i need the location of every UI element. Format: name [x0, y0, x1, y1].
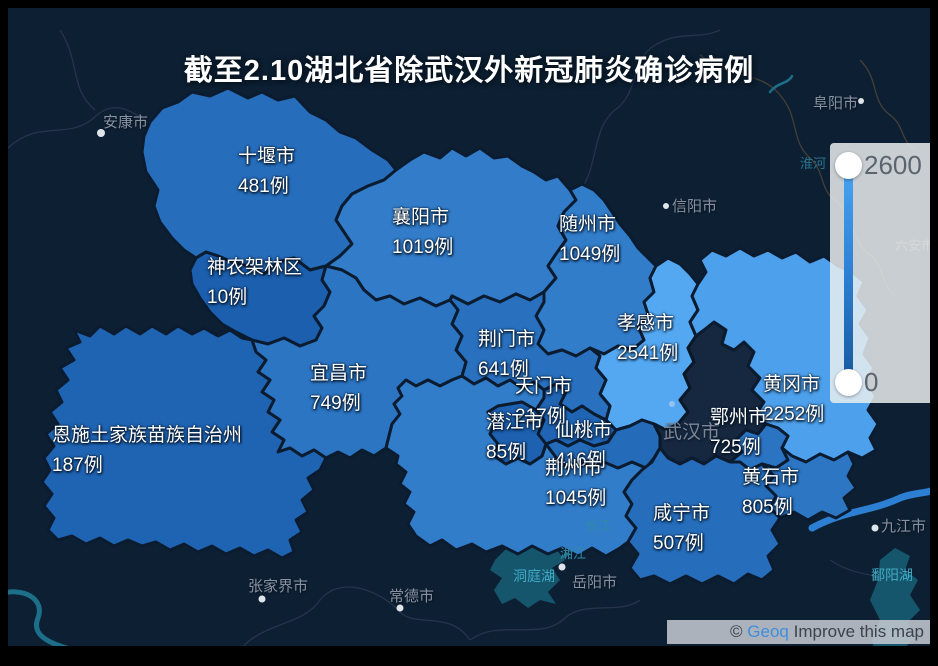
- region-cases: 481例: [238, 176, 289, 197]
- region-name: 随州市: [559, 214, 617, 235]
- copyright-symbol: ©: [730, 622, 743, 641]
- legend-min-label: 0: [864, 367, 879, 397]
- city-dot-yueyang: [558, 563, 566, 571]
- region-label-yichang: 宜昌市 749例: [310, 359, 367, 419]
- region-cases: 1045例: [545, 488, 607, 509]
- region-cases: 187例: [52, 455, 103, 476]
- region-name: 襄阳市: [392, 207, 450, 228]
- region-qianjiang[interactable]: [486, 400, 548, 466]
- hubei-regions: [40, 86, 880, 586]
- legend-gradient-track[interactable]: [844, 165, 853, 383]
- bgcity-xinyang: 信阳市: [672, 198, 717, 215]
- bgcity-zhangjiajie: 张家界市: [248, 578, 308, 595]
- bgcity-fuyang: 阜阳市: [813, 95, 858, 112]
- water-label-xiangjiang: 湘江: [560, 546, 586, 561]
- region-name: 恩施土家族苗族自治州: [52, 425, 243, 446]
- region-label-xiantao: 仙桃市 416例: [555, 416, 612, 476]
- region-name: 鄂州市: [710, 407, 768, 428]
- geoq-link[interactable]: Geoq: [747, 622, 789, 641]
- background-city-labels: 安康市 阜阳市 信阳市 张家界市 常德市 岳阳市 九江市 六安市: [97, 95, 930, 612]
- region-name: 神农架林区: [207, 257, 303, 278]
- water-label-changjiang: 长江: [585, 518, 611, 533]
- region-label-tianmen: 天门市 217例: [515, 372, 572, 432]
- region-cases: 725例: [710, 437, 761, 458]
- region-name: 荆门市: [478, 329, 536, 350]
- region-cases: 416例: [555, 450, 606, 471]
- region-label-enshi: 恩施土家族苗族自治州 187例: [52, 421, 242, 481]
- region-label-qianjiang: 潜江市 85例: [486, 408, 543, 468]
- region-cases: 217例: [515, 406, 566, 427]
- region-label-xianning: 咸宁市 507例: [653, 499, 710, 559]
- improve-map-link[interactable]: Improve this map: [793, 622, 924, 641]
- region-label-xiaogan: 孝感市 2541例: [617, 309, 678, 369]
- water-label-poyang: 鄱阳湖: [871, 567, 913, 583]
- city-dot-wuhan-faint: [669, 401, 675, 407]
- bgcity-jiujiang: 九江市: [881, 518, 926, 535]
- bgcity-ankang: 安康市: [103, 114, 148, 131]
- region-label-shiyan: 十堰市 481例: [238, 142, 295, 202]
- region-label-suizhou: 随州市 1049例: [559, 210, 620, 270]
- region-name: 黄石市: [742, 467, 800, 488]
- region-name: 天门市: [515, 376, 573, 397]
- region-name: 孝感市: [617, 313, 675, 334]
- yangtze-river-southwest: [8, 589, 69, 646]
- legend-max-label: 2600: [864, 150, 922, 180]
- region-label-huangshi: 黄石市 805例: [742, 463, 799, 523]
- legend-handle-min[interactable]: [835, 369, 862, 396]
- region-cases: 2541例: [617, 343, 679, 364]
- bgcity-changde: 常德市: [389, 587, 434, 605]
- region-name: 咸宁市: [653, 503, 711, 524]
- region-name: 黄冈市: [763, 374, 821, 395]
- region-name: 十堰市: [238, 146, 296, 167]
- map-stage: 安康市 阜阳市 信阳市 张家界市 常德市 岳阳市 九江市 六安市 洞庭湖 鄱阳湖: [8, 8, 930, 646]
- region-name: 宜昌市: [310, 363, 368, 384]
- region-name: 荆州市: [545, 458, 603, 479]
- region-xianning[interactable]: [622, 446, 782, 586]
- region-cases: 641例: [478, 359, 529, 380]
- region-label-xiangyang: 襄阳市 1019例: [392, 203, 453, 263]
- visualmap-legend: 2600 0: [830, 143, 930, 403]
- city-dot-zhangjiajie: [258, 595, 266, 603]
- region-cases: 805例: [742, 497, 793, 518]
- bgcity-yueyang: 岳阳市: [572, 574, 617, 591]
- region-label-huanggang: 黄冈市 2252例: [763, 370, 824, 430]
- region-cases: 507例: [653, 533, 704, 554]
- city-dot-ankang: [97, 129, 105, 137]
- hubei-choropleth-map: 安康市 阜阳市 信阳市 张家界市 常德市 岳阳市 九江市 六安市 洞庭湖 鄱阳湖: [8, 29, 930, 646]
- region-cases: 1019例: [392, 237, 454, 258]
- city-dot-fuyang: [858, 98, 864, 104]
- map-attribution: © Geoq Improve this map: [667, 620, 930, 644]
- river-northeast: [768, 74, 794, 94]
- region-cases: 2252例: [763, 404, 825, 425]
- region-cases: 749例: [310, 393, 361, 414]
- legend-handle-max[interactable]: [835, 152, 862, 179]
- water-labels: 洞庭湖 鄱阳湖 长江 湘江 淮河: [513, 156, 913, 584]
- region-label-shennongjia: 神农架林区 10例: [207, 253, 302, 313]
- region-cases: 1049例: [559, 244, 621, 265]
- city-dot-changde: [396, 604, 404, 612]
- dongting-lake: [490, 540, 565, 608]
- city-dot-xinyang: [663, 203, 669, 209]
- region-enshi[interactable]: [40, 324, 328, 560]
- region-cases: 85例: [486, 442, 527, 463]
- region-name: 仙桃市: [555, 420, 613, 441]
- map-title: 截至2.10湖北省除武汉外新冠肺炎确诊病例: [183, 55, 755, 87]
- map-viewport: 安康市 阜阳市 信阳市 张家界市 常德市 岳阳市 九江市 六安市 洞庭湖 鄱阳湖: [8, 8, 930, 646]
- water-label-dongting: 洞庭湖: [513, 568, 555, 584]
- city-dot-jiujiang: [871, 524, 879, 532]
- water-label-huaihe: 淮河: [800, 156, 826, 171]
- region-name: 潜江市: [486, 412, 544, 433]
- region-label-jingmen: 荆门市 641例: [478, 325, 535, 385]
- region-cases: 10例: [207, 287, 248, 308]
- region-label-ezhou: 鄂州市 725例: [710, 403, 767, 463]
- wuhan-label: 武汉市: [663, 422, 721, 443]
- region-label-jingzhou: 荆州市 1045例: [545, 454, 606, 514]
